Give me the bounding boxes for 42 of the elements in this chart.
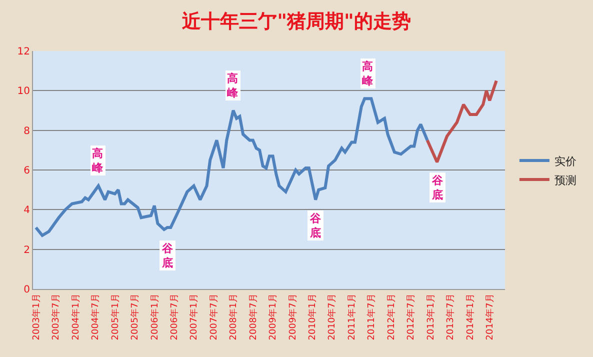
line-series: [426, 79, 498, 164]
y-tick-label: 10: [17, 86, 30, 98]
x-tick-label: 2011年1月: [346, 294, 358, 340]
annotation: 谷底: [161, 242, 174, 270]
x-tick-label: 2012年1月: [386, 294, 398, 340]
annotation: 谷底: [431, 174, 444, 202]
x-tick-label: 2012年7月: [406, 294, 417, 340]
line-series: [34, 97, 429, 237]
annotation: 高峰: [362, 60, 374, 88]
chart-title: 近十年三亇"猪周期"的走势: [181, 10, 411, 33]
x-tick-label: 2014年7月: [484, 294, 496, 340]
x-tick-label: 2009年7月: [287, 294, 298, 340]
x-tick-label: 2008年1月: [228, 294, 240, 340]
x-tick-label: 2007年1月: [188, 294, 200, 340]
x-tick-label: 2014年1月: [465, 294, 476, 340]
x-tick-label: 2004年7月: [90, 294, 101, 340]
legend-label: 实价: [554, 154, 576, 168]
x-tick-label: 2006年7月: [168, 294, 180, 340]
annotation: 谷底: [309, 212, 322, 240]
x-tick-label: 2005年1月: [110, 294, 121, 340]
x-tick-label: 2003年7月: [50, 294, 62, 340]
legend-label: 预测: [554, 174, 576, 187]
x-tick-label: 2007年7月: [208, 294, 220, 340]
x-tick-label: 2013年1月: [426, 294, 437, 340]
annotation: 高峰: [227, 72, 239, 100]
y-tick-label: 12: [17, 46, 30, 58]
x-tick-label: 2010年7月: [326, 294, 338, 340]
x-tick-label: 2010年1月: [307, 294, 318, 340]
y-tick-label: 0: [24, 284, 30, 296]
y-tick-label: 4: [24, 205, 30, 216]
x-tick-label: 2008年7月: [248, 294, 259, 340]
x-tick-label: 2003年1月: [30, 294, 42, 340]
annotation: 高峰: [92, 147, 104, 174]
y-tick-label: 8: [24, 126, 30, 137]
y-tick-label: 2: [24, 244, 30, 256]
x-tick-label: 2013年7月: [445, 294, 456, 340]
y-tick-label: 6: [24, 166, 30, 176]
x-tick-label: 2005年7月: [129, 294, 140, 340]
x-tick-label: 2009年1月: [268, 294, 279, 340]
x-tick-label: 2011年7月: [366, 294, 378, 340]
x-tick-label: 2004年1月: [70, 294, 82, 340]
x-tick-label: 2006年1月: [149, 294, 160, 340]
